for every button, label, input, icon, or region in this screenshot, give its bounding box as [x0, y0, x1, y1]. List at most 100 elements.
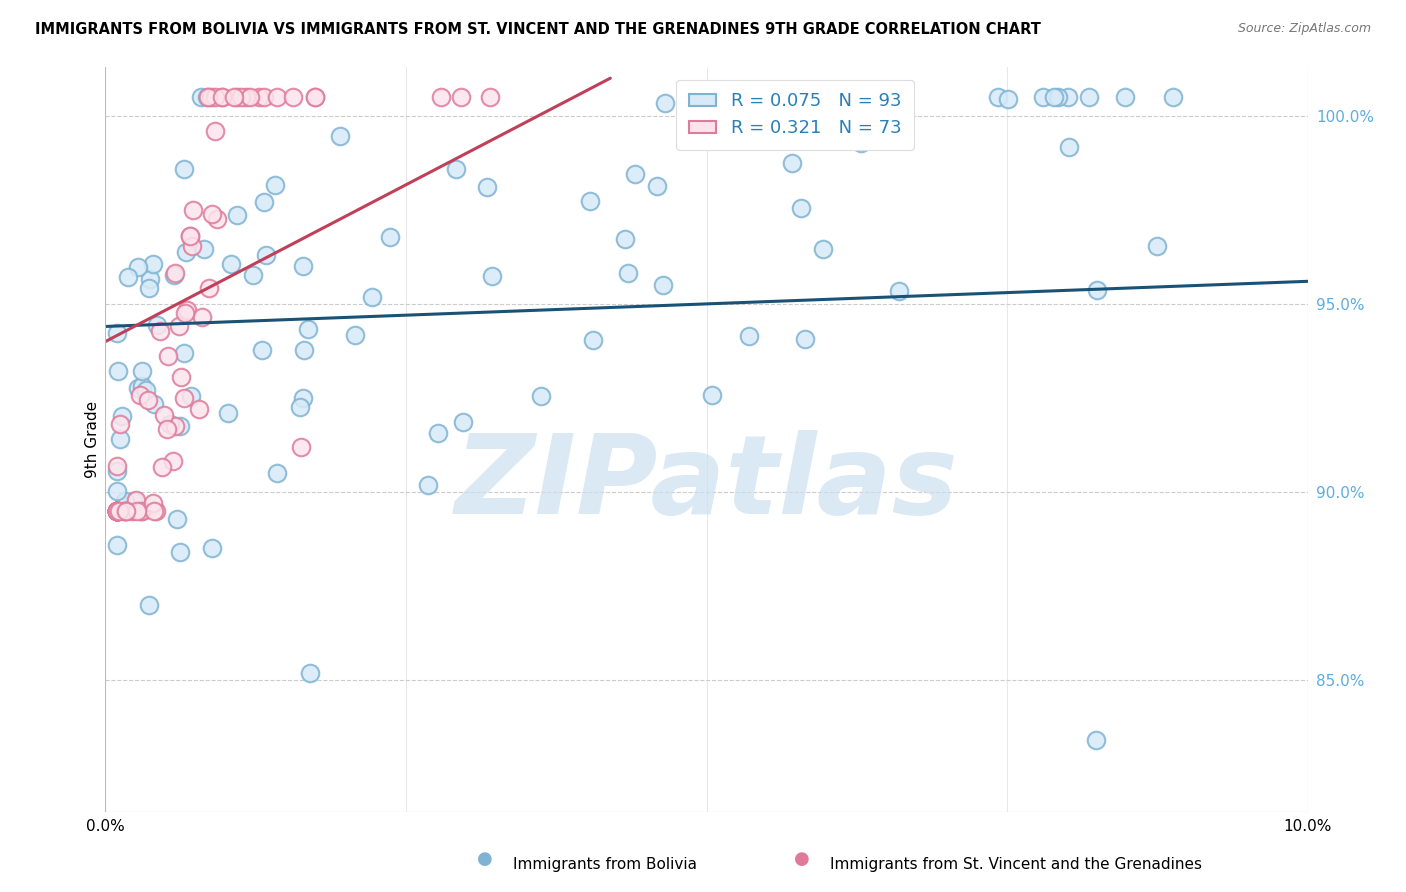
Point	[645, 179, 668, 194]
Point	[481, 268, 503, 283]
Point	[263, 178, 285, 193]
Point	[187, 402, 209, 417]
Point	[131, 364, 153, 378]
Point	[128, 388, 150, 402]
Point	[169, 419, 191, 434]
Point	[163, 266, 186, 280]
Point	[179, 229, 201, 244]
Point	[201, 541, 224, 555]
Point	[242, 268, 264, 283]
Text: Immigrants from Bolivia: Immigrants from Bolivia	[513, 857, 697, 872]
Point	[193, 242, 215, 256]
Text: Immigrants from St. Vincent and the Grenadines: Immigrants from St. Vincent and the Gren…	[830, 857, 1202, 872]
Point	[115, 504, 138, 518]
Point	[142, 397, 165, 411]
Point	[138, 281, 160, 295]
Point	[1046, 90, 1069, 104]
Point	[107, 464, 129, 478]
Point	[162, 454, 184, 468]
Point	[191, 310, 214, 324]
Point	[292, 391, 315, 405]
Point	[114, 493, 136, 508]
Point	[288, 400, 311, 414]
Point	[107, 504, 129, 518]
Point	[706, 93, 728, 107]
Point	[790, 201, 813, 215]
Point	[205, 212, 228, 227]
Point	[291, 259, 314, 273]
Point	[169, 544, 191, 558]
Legend: R = 0.075   N = 93, R = 0.321   N = 73: R = 0.075 N = 93, R = 0.321 N = 73	[676, 79, 914, 150]
Point	[107, 504, 129, 518]
Point	[987, 90, 1010, 104]
Point	[651, 278, 673, 293]
Point	[1078, 90, 1101, 104]
Point	[224, 90, 246, 104]
Point	[266, 467, 288, 481]
Point	[253, 90, 276, 104]
Point	[299, 665, 322, 680]
Point	[107, 504, 129, 518]
Point	[204, 90, 226, 104]
Point	[745, 103, 768, 118]
Point	[226, 208, 249, 222]
Point	[794, 333, 817, 347]
Point	[479, 90, 502, 104]
Point	[200, 90, 222, 104]
Point	[217, 406, 239, 420]
Point	[107, 504, 129, 518]
Point	[239, 90, 262, 104]
Point	[174, 306, 197, 320]
Point	[1146, 239, 1168, 253]
Point	[107, 504, 129, 518]
Point	[135, 383, 157, 397]
Point	[108, 417, 131, 432]
Point	[1042, 90, 1064, 104]
Point	[780, 156, 803, 170]
Point	[253, 194, 276, 209]
Point	[219, 257, 242, 271]
Point	[136, 393, 159, 408]
Point	[451, 416, 474, 430]
Point	[115, 504, 138, 518]
Point	[824, 105, 846, 120]
Point	[107, 458, 129, 473]
Point	[107, 538, 129, 552]
Point	[427, 426, 450, 441]
Point	[530, 389, 553, 403]
Point	[127, 260, 149, 274]
Point	[176, 303, 198, 318]
Point	[117, 269, 139, 284]
Point	[852, 90, 875, 104]
Point	[174, 245, 197, 260]
Point	[156, 421, 179, 435]
Point	[204, 124, 226, 138]
Point	[1057, 140, 1080, 154]
Point	[197, 90, 219, 104]
Point	[107, 504, 129, 518]
Point	[624, 167, 647, 181]
Text: ZIPatlas: ZIPatlas	[454, 431, 959, 538]
Point	[582, 333, 605, 347]
Point	[173, 346, 195, 360]
Point	[107, 504, 129, 518]
Point	[108, 432, 131, 446]
Point	[131, 378, 153, 392]
Point	[125, 493, 148, 508]
Point	[163, 419, 186, 434]
Point	[167, 318, 190, 333]
Point	[156, 349, 179, 363]
Point	[254, 248, 277, 262]
Point	[290, 440, 312, 454]
Point	[150, 459, 173, 474]
Point	[1161, 90, 1184, 104]
Point	[142, 496, 165, 510]
Text: IMMIGRANTS FROM BOLIVIA VS IMMIGRANTS FROM ST. VINCENT AND THE GRENADINES 9TH GR: IMMIGRANTS FROM BOLIVIA VS IMMIGRANTS FR…	[35, 22, 1040, 37]
Point	[738, 329, 761, 343]
Point	[121, 504, 143, 518]
Point	[145, 504, 167, 518]
Point	[329, 129, 352, 144]
Point	[179, 229, 201, 244]
Text: Source: ZipAtlas.com: Source: ZipAtlas.com	[1237, 22, 1371, 36]
Point	[181, 203, 204, 218]
